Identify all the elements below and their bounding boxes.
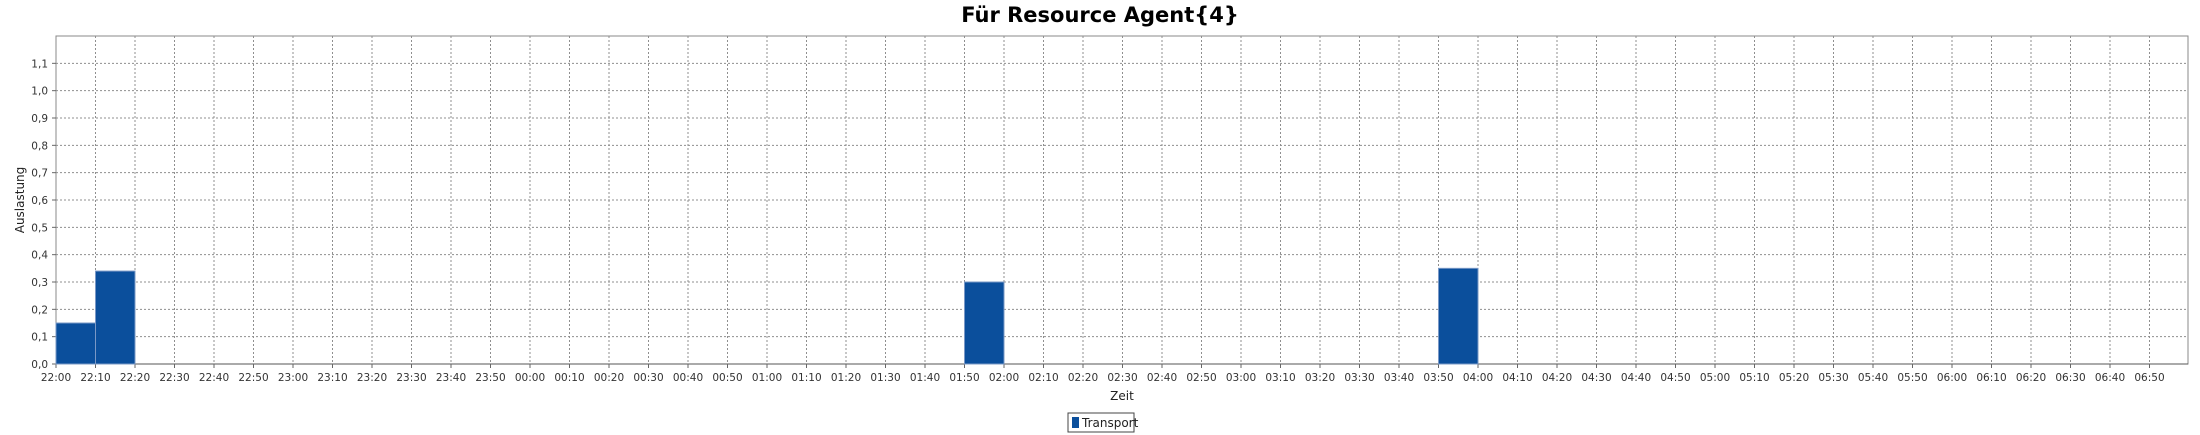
y-tick-label: 0,3	[31, 277, 48, 289]
x-tick-label: 05:50	[1897, 372, 1927, 384]
x-tick-label: 03:00	[1226, 372, 1256, 384]
x-tick-label: 03:30	[1344, 372, 1374, 384]
y-tick-label: 0,2	[31, 304, 48, 316]
y-tick-label: 1,1	[31, 58, 48, 70]
y-tick-label: 0,7	[31, 168, 48, 180]
x-tick-label: 22:30	[159, 372, 189, 384]
chart-title: Für Resource Agent{4}	[961, 3, 1239, 27]
x-tick-label: 23:50	[475, 372, 505, 384]
y-tick-label: 1,0	[31, 86, 48, 98]
x-tick-label: 05:40	[1858, 372, 1888, 384]
bar-0150	[964, 281, 1005, 365]
x-tick-label: 04:00	[1463, 372, 1493, 384]
x-tick-label: 01:20	[831, 372, 861, 384]
y-tick-label: 0,4	[31, 250, 48, 262]
bar-0350	[1438, 267, 1479, 365]
y-tick-label: 0,5	[31, 222, 48, 234]
x-tick-label: 02:20	[1068, 372, 1098, 384]
y-tick-label: 0,6	[31, 195, 48, 207]
legend-swatch	[1072, 417, 1079, 428]
x-tick-label: 01:00	[752, 372, 782, 384]
y-tick-label: 0,9	[31, 113, 48, 125]
legend-item-transport: Transport	[1081, 416, 1139, 430]
x-tick-label: 01:50	[949, 372, 979, 384]
legend: Transport	[1067, 412, 1139, 433]
x-tick-label: 22:20	[120, 372, 150, 384]
y-axis-ticks: 0,0 0,1 0,2 0,3 0,4 0,5 0,6 0,7 0,8 0,9 1,0 1,1	[31, 58, 56, 371]
x-tick-label: 23:40	[436, 372, 466, 384]
x-tick-label: 06:50	[2134, 372, 2164, 384]
x-tick-label: 02:50	[1186, 372, 1216, 384]
x-tick-label: 23:20	[357, 372, 387, 384]
x-tick-label: 04:30	[1581, 372, 1611, 384]
x-tick-label: 06:30	[2055, 372, 2085, 384]
x-tick-label: 01:30	[870, 372, 900, 384]
x-tick-label: 05:20	[1779, 372, 1809, 384]
x-axis-ticks: 22:00 22:10 22:20 22:30 22:40 22:50 23:00 23:10…	[41, 364, 2165, 384]
x-tick-label: 06:40	[2095, 372, 2125, 384]
x-tick-label: 22:50	[238, 372, 268, 384]
y-axis-label: Auslastung	[13, 167, 27, 234]
x-tick-label: 03:10	[1265, 372, 1295, 384]
legend-box	[1067, 412, 1135, 433]
x-tick-label: 06:00	[1937, 372, 1967, 384]
x-tick-label: 22:40	[199, 372, 229, 384]
x-tick-label: 02:40	[1147, 372, 1177, 384]
x-tick-label: 04:10	[1502, 372, 1532, 384]
x-tick-label: 22:10	[80, 372, 110, 384]
x-tick-label: 06:20	[2016, 372, 2046, 384]
x-tick-label: 05:00	[1700, 372, 1730, 384]
x-tick-label: 23:10	[317, 372, 347, 384]
y-tick-label: 0,8	[31, 140, 48, 152]
x-tick-label: 05:10	[1739, 372, 1769, 384]
bars	[55, 267, 1479, 365]
x-tick-label: 04:20	[1542, 372, 1572, 384]
x-tick-label: 01:10	[791, 372, 821, 384]
x-tick-label: 23:30	[396, 372, 426, 384]
x-tick-label: 04:40	[1621, 372, 1651, 384]
x-tick-label: 00:40	[673, 372, 703, 384]
x-tick-label: 06:10	[1976, 372, 2006, 384]
x-tick-label: 03:40	[1384, 372, 1414, 384]
x-tick-label: 00:20	[594, 372, 624, 384]
x-tick-label: 02:10	[1028, 372, 1058, 384]
x-tick-label: 22:00	[41, 372, 71, 384]
x-tick-label: 01:40	[910, 372, 940, 384]
x-axis-label: Zeit	[1110, 389, 1134, 403]
x-tick-label: 00:30	[633, 372, 663, 384]
x-tick-label: 23:00	[278, 372, 308, 384]
x-tick-label: 00:00	[515, 372, 545, 384]
y-tick-label: 0,0	[31, 359, 48, 371]
x-tick-label: 00:10	[554, 372, 584, 384]
bar-2210	[95, 270, 136, 365]
bar-2200	[55, 322, 96, 365]
x-tick-label: 03:50	[1423, 372, 1453, 384]
x-tick-label: 05:30	[1818, 372, 1848, 384]
x-tick-label: 03:20	[1305, 372, 1335, 384]
x-tick-label: 04:50	[1660, 372, 1690, 384]
x-tick-label: 02:30	[1107, 372, 1137, 384]
y-tick-label: 0,1	[31, 332, 48, 344]
x-tick-label: 00:50	[712, 372, 742, 384]
plot-area	[55, 35, 2189, 365]
x-tick-label: 02:00	[989, 372, 1019, 384]
